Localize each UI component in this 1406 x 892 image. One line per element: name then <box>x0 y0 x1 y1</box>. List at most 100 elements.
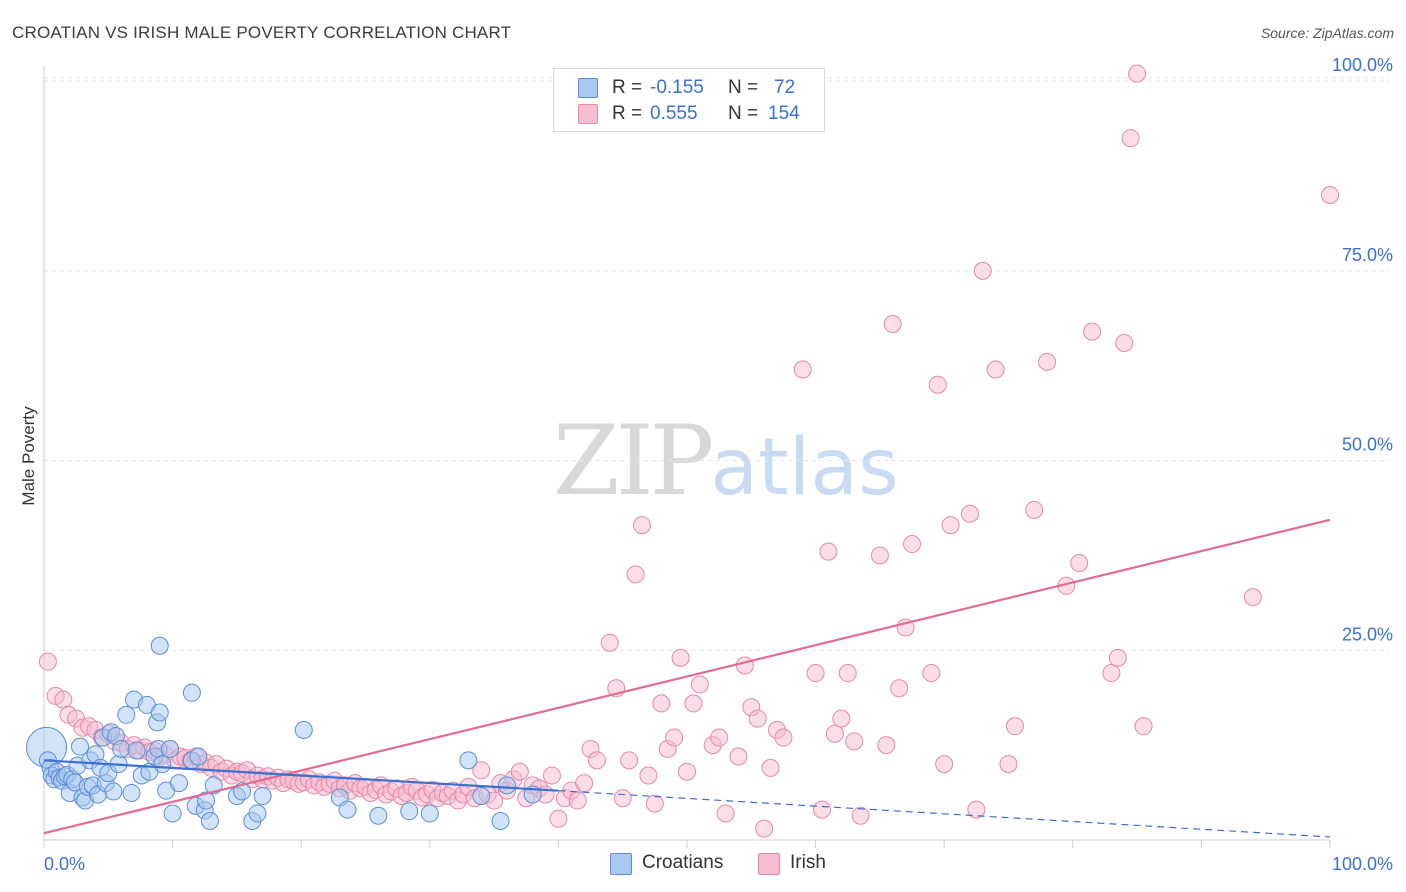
irish-point <box>710 728 729 747</box>
legend-n-label: N = <box>728 77 759 98</box>
croatians-trend-extension <box>558 790 1331 838</box>
irish-point <box>819 542 838 561</box>
irish-point <box>678 762 696 781</box>
irish-point <box>1070 554 1089 573</box>
croatians-point <box>150 636 169 655</box>
irish-point <box>903 535 922 554</box>
irish-point <box>690 675 709 694</box>
irish-point <box>645 794 664 813</box>
irish-point <box>755 819 774 838</box>
croatians-point <box>163 804 182 823</box>
irish-point <box>941 516 960 535</box>
grid <box>44 77 1390 651</box>
irish-point <box>600 633 619 652</box>
croatians-point <box>71 737 90 756</box>
croatians-swatch <box>610 853 632 875</box>
irish-point <box>1134 717 1153 736</box>
bottom-legend-label: Irish <box>790 852 826 873</box>
irish-point <box>845 732 864 751</box>
irish-point <box>890 679 909 698</box>
irish-point <box>761 758 780 777</box>
irish-point <box>774 728 793 747</box>
croatians-point <box>197 791 216 810</box>
y-tick-label: 75.0% <box>1342 245 1393 265</box>
irish-point <box>510 762 529 781</box>
irish-points <box>38 64 1339 838</box>
irish-point <box>999 755 1018 774</box>
irish-point <box>1121 129 1140 148</box>
irish-point <box>813 800 832 819</box>
bottom-legend-label: Croatians <box>642 852 724 873</box>
y-tick-label: 25.0% <box>1342 624 1393 644</box>
irish-point <box>716 804 735 823</box>
irish-point <box>1025 500 1044 519</box>
croatians-point <box>472 786 491 805</box>
legend-r-label: R = <box>612 77 643 98</box>
irish-point <box>54 690 73 709</box>
irish-point <box>851 806 870 825</box>
irish-point <box>542 766 561 785</box>
croatians-point <box>420 804 439 823</box>
croatians-swatch <box>578 78 598 98</box>
y-tick-label: 100.0% <box>1332 55 1393 75</box>
croatians-point <box>338 800 357 819</box>
croatians-point <box>127 741 146 760</box>
legend-n-value: 154 <box>768 103 800 124</box>
x-tick-label: 0.0% <box>44 854 85 874</box>
chart-title: CROATIAN VS IRISH MALE POVERTY CORRELATI… <box>12 23 512 42</box>
irish-point <box>870 546 889 565</box>
irish-point <box>671 648 690 667</box>
y-tick-label: 50.0% <box>1342 435 1393 455</box>
croatians-point <box>200 812 219 831</box>
croatians-point <box>369 806 388 825</box>
croatians-point <box>170 774 189 793</box>
correlation-legend: R = -0.155 N = 72 R = 0.555 N = 154 <box>553 68 825 132</box>
croatians-point <box>112 739 131 758</box>
trend-lines <box>43 518 1331 838</box>
irish-point <box>883 315 902 333</box>
legend-n-value: 72 <box>774 77 796 98</box>
source-label: Source: ZipAtlas.com <box>1260 25 1394 41</box>
irish-point <box>1083 322 1102 341</box>
irish-point <box>838 664 857 683</box>
legend-n-label: N = <box>728 103 759 124</box>
irish-point <box>748 709 767 728</box>
axes <box>43 66 1331 848</box>
croatians-point <box>117 705 136 724</box>
irish-point <box>626 565 645 584</box>
croatians-trend-line <box>43 759 559 792</box>
irish-point <box>967 800 986 819</box>
irish-point <box>632 516 651 535</box>
irish-point <box>1108 648 1127 667</box>
irish-point <box>620 751 639 770</box>
legend-r-value: 0.555 <box>650 103 698 124</box>
croatians-point <box>491 812 510 831</box>
irish-point <box>587 751 606 770</box>
croatians-point <box>253 786 272 805</box>
irish-point <box>575 774 594 793</box>
croatians-point <box>294 720 313 739</box>
irish-trend-line <box>43 518 1331 835</box>
croatians-point <box>150 703 169 722</box>
irish-point <box>973 261 992 280</box>
irish-point <box>986 360 1005 379</box>
watermark: ZIPatlas <box>553 405 899 517</box>
x-tick-label: 100.0% <box>1332 854 1393 874</box>
irish-point <box>793 360 812 379</box>
croatians-point <box>204 776 223 795</box>
irish-point <box>735 656 754 675</box>
irish-point <box>665 728 684 747</box>
irish-point <box>729 747 748 766</box>
croatians-point <box>182 683 201 702</box>
watermark-atlas: atlas <box>710 423 899 513</box>
irish-point <box>825 724 844 743</box>
irish-point <box>1321 186 1339 204</box>
irish-point <box>652 694 671 713</box>
irish-point <box>684 694 703 713</box>
legend-r-value: -0.155 <box>650 77 704 98</box>
croatians-point <box>400 802 419 821</box>
croatians-points <box>26 636 542 831</box>
irish-point <box>922 664 941 683</box>
irish-point <box>613 789 632 808</box>
irish-point <box>549 809 568 828</box>
